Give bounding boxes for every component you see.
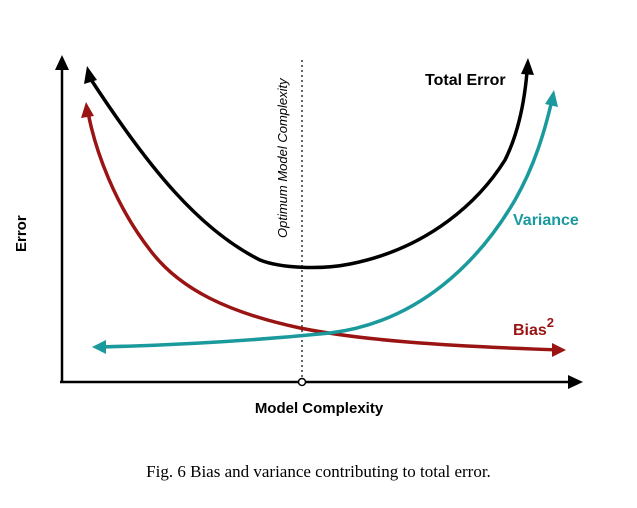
bias-label-base: Bias (513, 322, 547, 339)
bias-arrowhead-left (81, 102, 94, 118)
total-error-curve (88, 71, 529, 270)
variance-label: Variance (513, 212, 579, 229)
total-error-arrowhead-left (84, 66, 97, 84)
y-axis-label: Error (13, 215, 30, 252)
x-axis-arrowhead (568, 375, 583, 389)
variance-arrowhead-right (545, 90, 558, 107)
bias-arrowhead-right (552, 343, 566, 357)
figure-caption: Fig. 6 Bias and variance contributing to… (146, 462, 491, 481)
total-error-label: Total Error (425, 72, 506, 89)
x-axis-label: Model Complexity (255, 400, 384, 417)
variance-arrowhead-left (92, 340, 106, 354)
bias-curve (86, 111, 563, 352)
optimum-marker (297, 377, 307, 387)
total-error-arrowhead-right (521, 58, 534, 75)
optimum-label: Optimum Model Complexity (275, 77, 290, 238)
bias-label: Bias2 (513, 315, 554, 339)
variance-curve (99, 99, 554, 349)
bias-label-superscript: 2 (547, 315, 554, 330)
y-axis-arrowhead (55, 55, 69, 70)
